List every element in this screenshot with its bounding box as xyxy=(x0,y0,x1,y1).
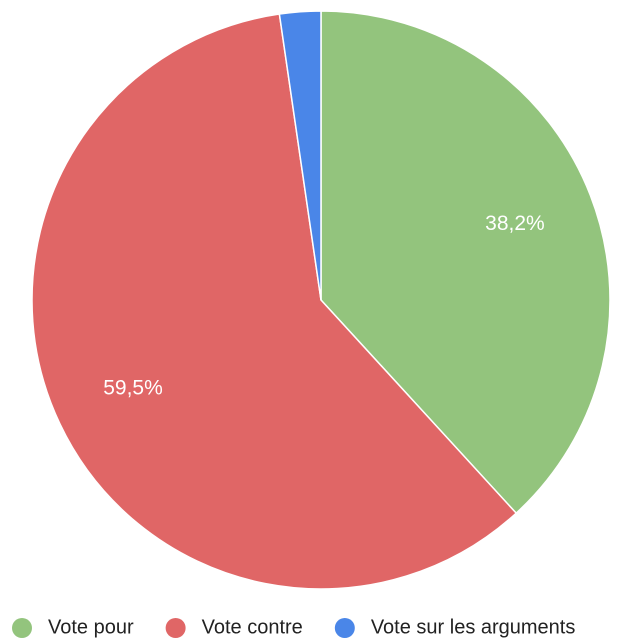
legend-label: Vote pour xyxy=(48,616,134,638)
pie-slice xyxy=(278,10,322,301)
value-label: 59,5% xyxy=(103,377,163,400)
legend-marker xyxy=(334,618,355,638)
pie-slice xyxy=(31,13,518,590)
pie-slice xyxy=(320,10,611,515)
value-label: 38,2% xyxy=(485,212,545,235)
legend-label: Vote contre xyxy=(202,616,303,638)
legend-label: Vote sur les arguments xyxy=(371,616,576,638)
legend-marker xyxy=(12,618,32,638)
legend-marker xyxy=(165,618,186,638)
